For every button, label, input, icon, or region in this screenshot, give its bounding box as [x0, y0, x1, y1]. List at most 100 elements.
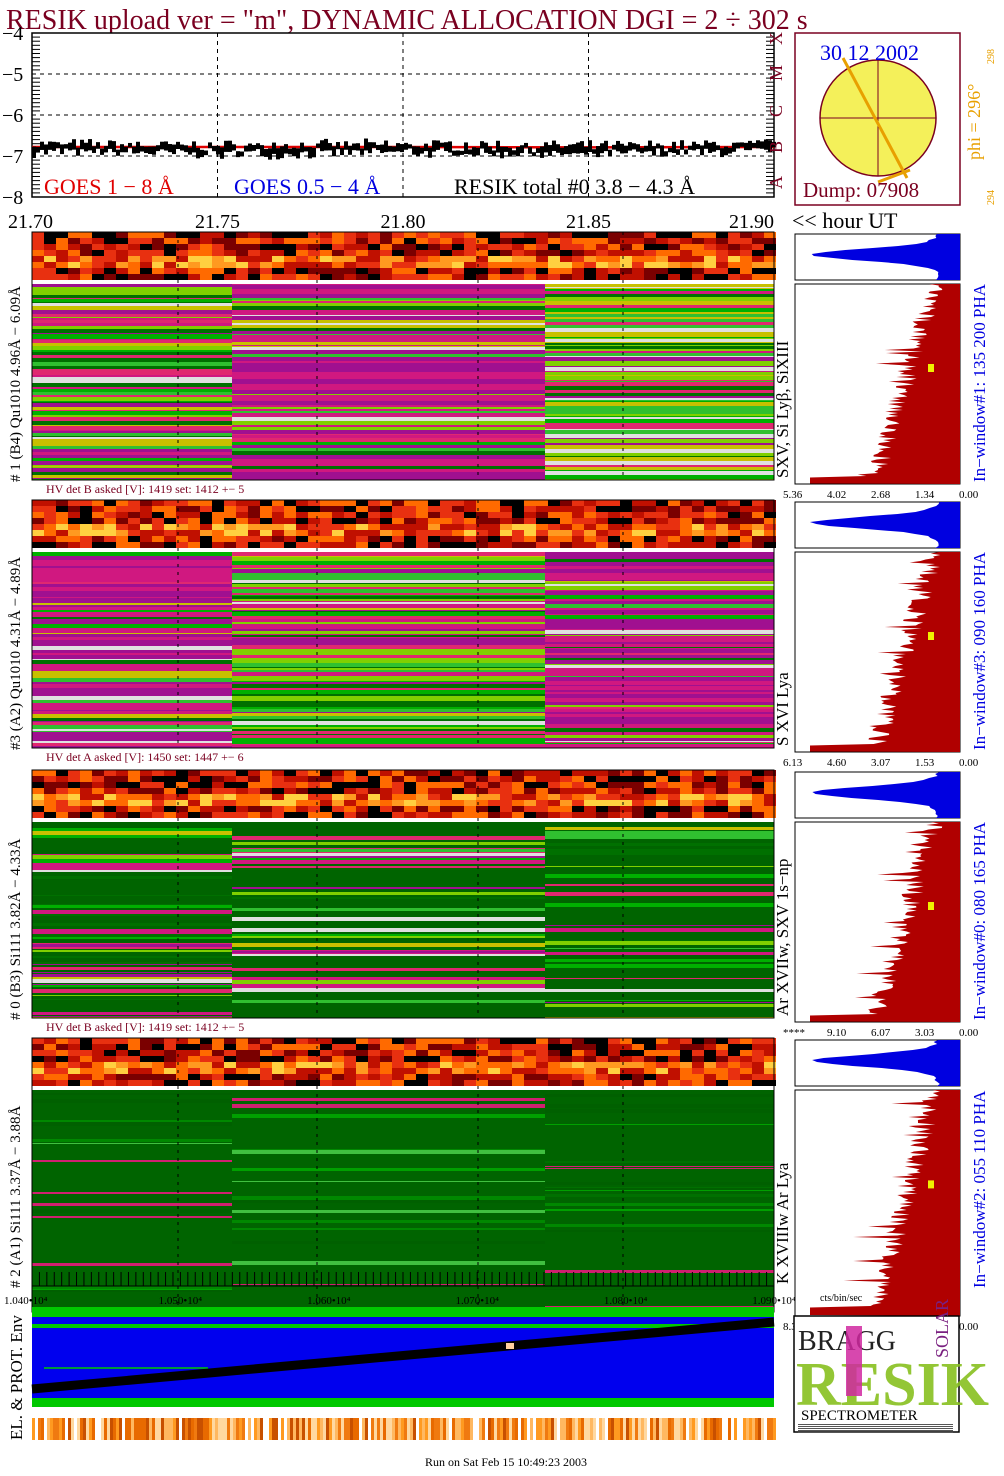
- heatmap-cell: [368, 518, 380, 524]
- heatmap-cell: [224, 1044, 236, 1050]
- strip-row: [545, 1167, 774, 1168]
- heatmap-cell: [668, 806, 680, 812]
- heatmap-cell: [284, 232, 296, 238]
- strip-row: [232, 445, 545, 448]
- strip-row: [232, 1137, 545, 1141]
- environment-panel: EL. & PROT. Env: [7, 1307, 776, 1440]
- heatmap-cell: [524, 262, 536, 268]
- strip-row: [545, 301, 774, 305]
- heatmap-cell: [368, 770, 380, 776]
- heatmap-cell: [668, 782, 680, 788]
- heatmap-cell: [584, 800, 596, 806]
- strip-row: [545, 1283, 774, 1284]
- heatmap-cell: [404, 1038, 416, 1044]
- heatmap-cell: [368, 500, 380, 506]
- heatmap-cell: [728, 518, 740, 524]
- strip-row: [232, 928, 545, 931]
- logo-frame: [793, 1315, 960, 1433]
- heatmap-cell: [452, 274, 464, 280]
- strip-row: [32, 1120, 232, 1122]
- heatmap-cell: [716, 794, 728, 800]
- heatmap-cell: [152, 1056, 164, 1062]
- heatmap-cell: [488, 770, 500, 776]
- heatmap-cell: [356, 770, 368, 776]
- strip-row: [545, 1185, 774, 1187]
- strip-row: [232, 1149, 545, 1150]
- heatmap-cell: [308, 274, 320, 280]
- heatmap-cell: [356, 794, 368, 800]
- heatmap-cell: [236, 512, 248, 518]
- heatmap-cell: [212, 268, 224, 274]
- strip-row: [232, 868, 545, 871]
- heatmap-cell: [656, 806, 668, 812]
- heatmap-cell: [608, 1038, 620, 1044]
- strip-row: [232, 306, 545, 310]
- heatmap-cell: [548, 518, 560, 524]
- resik-total-bin: [552, 140, 556, 151]
- env-strip-cell: [662, 1418, 665, 1440]
- heatmap-cell: [140, 812, 152, 818]
- heatmap-cell: [716, 1050, 728, 1056]
- resik-total-bin: [180, 144, 184, 151]
- strip-row: [545, 402, 774, 405]
- env-strip-cell: [170, 1418, 173, 1440]
- resik-total-bin: [380, 144, 384, 154]
- heatmap-cell: [644, 500, 656, 506]
- strip-row: [32, 988, 232, 989]
- heatmap-cell: [380, 512, 392, 518]
- heatmap-cell: [596, 250, 608, 256]
- heatmap-cell: [572, 776, 584, 782]
- env-strip-cell: [83, 1418, 86, 1440]
- heatmap-cell: [728, 1074, 740, 1080]
- env-strip-cell: [584, 1418, 587, 1440]
- heatmap-cell: [32, 1068, 44, 1074]
- heatmap-cell: [80, 1062, 92, 1068]
- strip-row: [232, 1000, 545, 1003]
- heatmap-cell: [644, 776, 656, 782]
- env-strip-cell: [536, 1418, 539, 1440]
- strip-row: [232, 897, 545, 899]
- heatmap-cell: [344, 794, 356, 800]
- heatmap-cell: [632, 524, 644, 530]
- heatmap-cell: [764, 776, 776, 782]
- heatmap-cell: [428, 506, 440, 512]
- heatmap-cell: [764, 268, 776, 274]
- heatmap-cell: [104, 1080, 116, 1086]
- heatmap-cell: [404, 1044, 416, 1050]
- env-strip-cell: [716, 1418, 719, 1440]
- heatmap-cell: [56, 530, 68, 536]
- strip-row: [32, 855, 232, 859]
- heatmap-cell: [656, 812, 668, 818]
- env-strip-cell: [476, 1418, 479, 1440]
- heatmap-cell: [44, 770, 56, 776]
- heatmap-cell: [140, 782, 152, 788]
- heatmap-cell: [128, 1080, 140, 1086]
- strip-row: [32, 637, 232, 640]
- env-strip-cell: [89, 1418, 92, 1440]
- heatmap-cell: [212, 542, 224, 548]
- strip-row: [232, 1269, 545, 1273]
- heatmap-cell: [32, 232, 44, 238]
- heatmap-cell: [308, 238, 320, 244]
- resik-total-bin: [96, 142, 100, 149]
- heatmap-cell: [404, 782, 416, 788]
- heatmap-cell: [392, 542, 404, 548]
- heatmap-cell: [728, 776, 740, 782]
- env-strip-cell: [773, 1418, 776, 1440]
- heatmap-cell: [392, 812, 404, 818]
- heatmap-cell: [404, 512, 416, 518]
- heatmap-cell: [464, 536, 476, 542]
- strip-row: [232, 411, 545, 413]
- heatmap-cell: [680, 512, 692, 518]
- strip-row: [545, 851, 774, 855]
- env-strip-cell: [650, 1418, 653, 1440]
- heatmap-cell: [104, 794, 116, 800]
- heatmap-cell: [740, 1074, 752, 1080]
- heatmap-cell: [260, 800, 272, 806]
- heatmap-cell: [716, 530, 728, 536]
- env-strip-cell: [680, 1418, 683, 1440]
- env-strip-cell: [98, 1418, 101, 1440]
- resik-total-bin: [356, 143, 360, 151]
- logo-spectrometer-text: SPECTROMETER: [801, 1408, 918, 1424]
- heatmap-cell: [452, 1038, 464, 1044]
